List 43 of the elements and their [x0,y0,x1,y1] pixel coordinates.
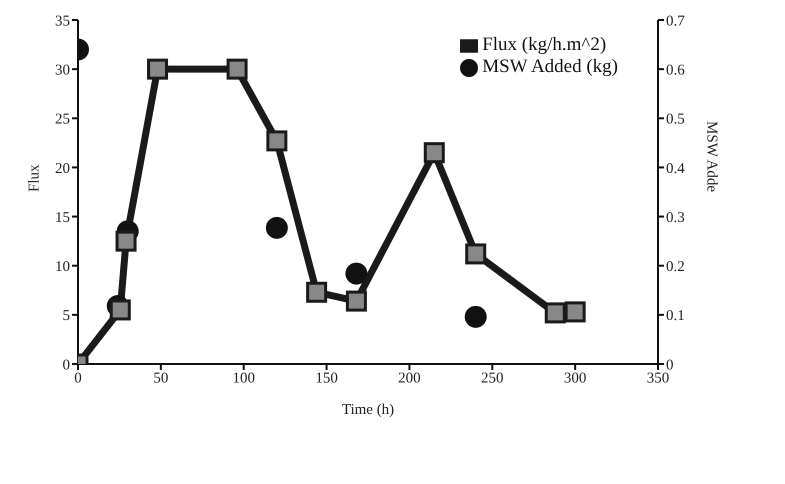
y2-axis-title: MSW Adde [704,121,720,192]
y-tick-label: 20 [55,160,70,177]
y-tick-label: 35 [55,13,70,30]
point [147,58,168,80]
point [465,243,486,264]
point [564,301,586,322]
point [544,302,566,324]
y2-tick-label: 0.5 [666,112,685,128]
y-tick-label: 25 [55,112,70,128]
point [345,262,368,285]
y2-tick-label: 0.3 [666,210,685,226]
y2-tick-label: 0.1 [666,308,685,324]
x-tick-label: 300 [564,370,586,387]
legend-label: Flux (kg/h.m^2) [482,34,606,55]
y-tick-label: 15 [55,210,70,226]
point [266,130,288,152]
point [266,216,288,239]
y-tick-label: 10 [55,259,70,276]
y2-tick-label: 0.2 [666,259,685,276]
point [346,290,367,312]
x-tick-label: 250 [481,370,504,387]
y-tick-label: 0 [62,357,70,374]
point [424,142,445,164]
point [110,299,131,320]
y-tick-label: 30 [55,62,70,78]
y-tick-label: 5 [62,308,70,324]
y-axis-title: Flux [26,164,42,192]
x-tick-label: 0 [74,370,82,387]
legend-label: MSW Added (kg) [482,56,618,77]
point [306,282,328,303]
y2-tick-label: 0.6 [666,62,686,78]
y2-tick-label: 0.4 [666,160,686,177]
x-tick-label: 50 [153,370,168,387]
x-tick-label: 100 [232,370,255,387]
y2-tick-label: 0.7 [666,13,686,30]
x-tick-label: 150 [315,370,338,387]
x-tick-label: 350 [646,370,670,387]
x-tick-label: 200 [398,370,421,387]
y2-tick-label: 0 [666,357,674,374]
x-axis-title: Time (h) [342,402,394,418]
point [226,58,248,80]
point [116,230,137,252]
point [464,306,487,328]
